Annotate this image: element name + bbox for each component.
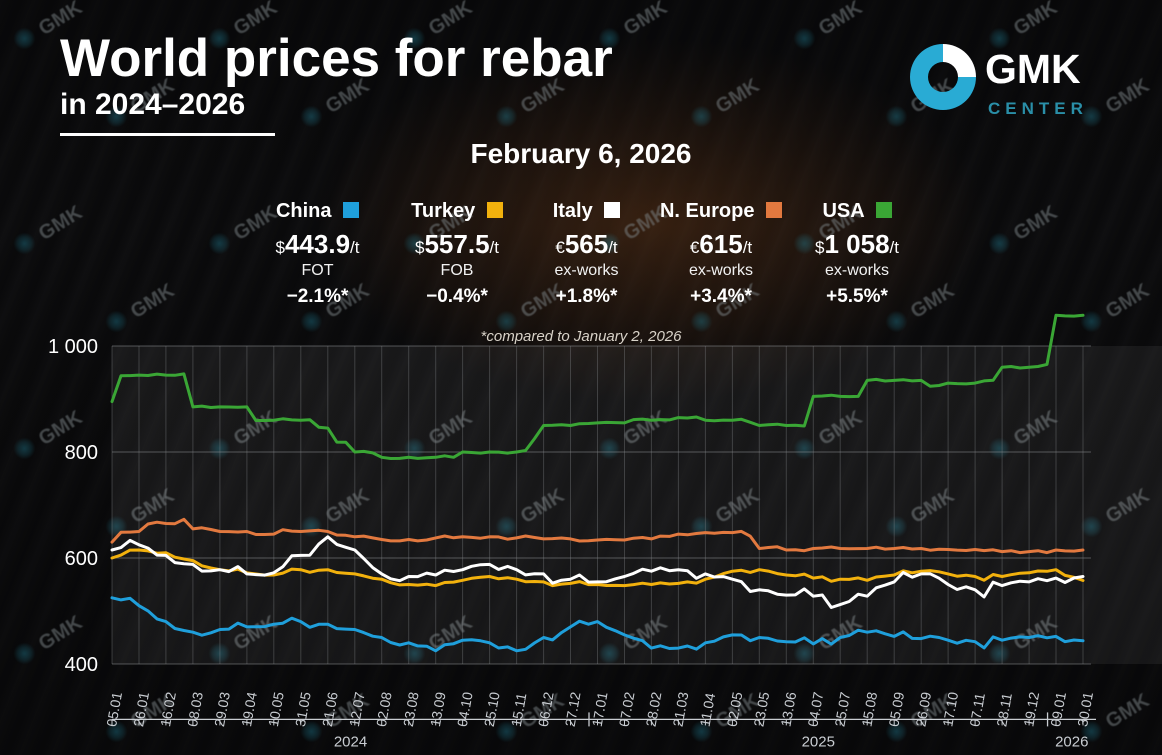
svg-text:07.02: 07.02 (616, 690, 638, 727)
svg-text:19.04: 19.04 (238, 690, 260, 727)
svg-text:16.02: 16.02 (157, 690, 179, 727)
svg-text:19.12: 19.12 (1020, 690, 1042, 727)
svg-text:23.08: 23.08 (400, 690, 422, 727)
svg-text:600: 600 (65, 548, 98, 570)
svg-text:27.12: 27.12 (562, 690, 584, 727)
svg-text:15.11: 15.11 (508, 691, 530, 727)
svg-text:13.06: 13.06 (777, 690, 799, 727)
svg-text:21.03: 21.03 (670, 690, 692, 727)
svg-text:26.09: 26.09 (912, 690, 934, 727)
svg-text:400: 400 (65, 654, 98, 676)
svg-text:800: 800 (65, 442, 98, 464)
svg-text:21.06: 21.06 (319, 690, 341, 727)
svg-text:15.08: 15.08 (858, 690, 880, 727)
svg-text:28.02: 28.02 (643, 690, 665, 727)
svg-text:09.01: 09.01 (1047, 690, 1069, 727)
svg-text:05.01: 05.01 (103, 690, 125, 727)
svg-text:2025: 2025 (802, 733, 835, 750)
svg-text:31.05: 31.05 (292, 690, 314, 727)
svg-text:10.05: 10.05 (265, 690, 287, 727)
svg-text:02.08: 02.08 (373, 690, 395, 727)
svg-text:12.07: 12.07 (346, 690, 368, 727)
svg-text:05.09: 05.09 (885, 690, 907, 727)
svg-text:29.03: 29.03 (211, 690, 233, 727)
svg-text:13.09: 13.09 (427, 690, 449, 727)
svg-text:30.01: 30.01 (1074, 690, 1096, 727)
svg-text:23.05: 23.05 (750, 690, 772, 727)
svg-text:2024: 2024 (334, 733, 367, 750)
svg-text:25.07: 25.07 (831, 690, 853, 727)
svg-text:07.11: 07.11 (966, 691, 988, 727)
svg-text:02.05: 02.05 (724, 690, 746, 727)
svg-text:1 000: 1 000 (48, 336, 98, 358)
svg-text:2026: 2026 (1055, 733, 1088, 750)
svg-text:06.12: 06.12 (535, 690, 557, 727)
svg-text:25.10: 25.10 (481, 690, 503, 727)
svg-text:04.10: 04.10 (454, 690, 476, 727)
svg-text:17.01: 17.01 (589, 690, 611, 727)
svg-text:11.04: 11.04 (697, 691, 719, 727)
svg-text:08.03: 08.03 (184, 690, 206, 727)
svg-text:26.01: 26.01 (130, 690, 152, 727)
svg-text:17.10: 17.10 (939, 690, 961, 727)
svg-text:04.07: 04.07 (804, 690, 826, 727)
svg-text:28.11: 28.11 (993, 691, 1015, 727)
